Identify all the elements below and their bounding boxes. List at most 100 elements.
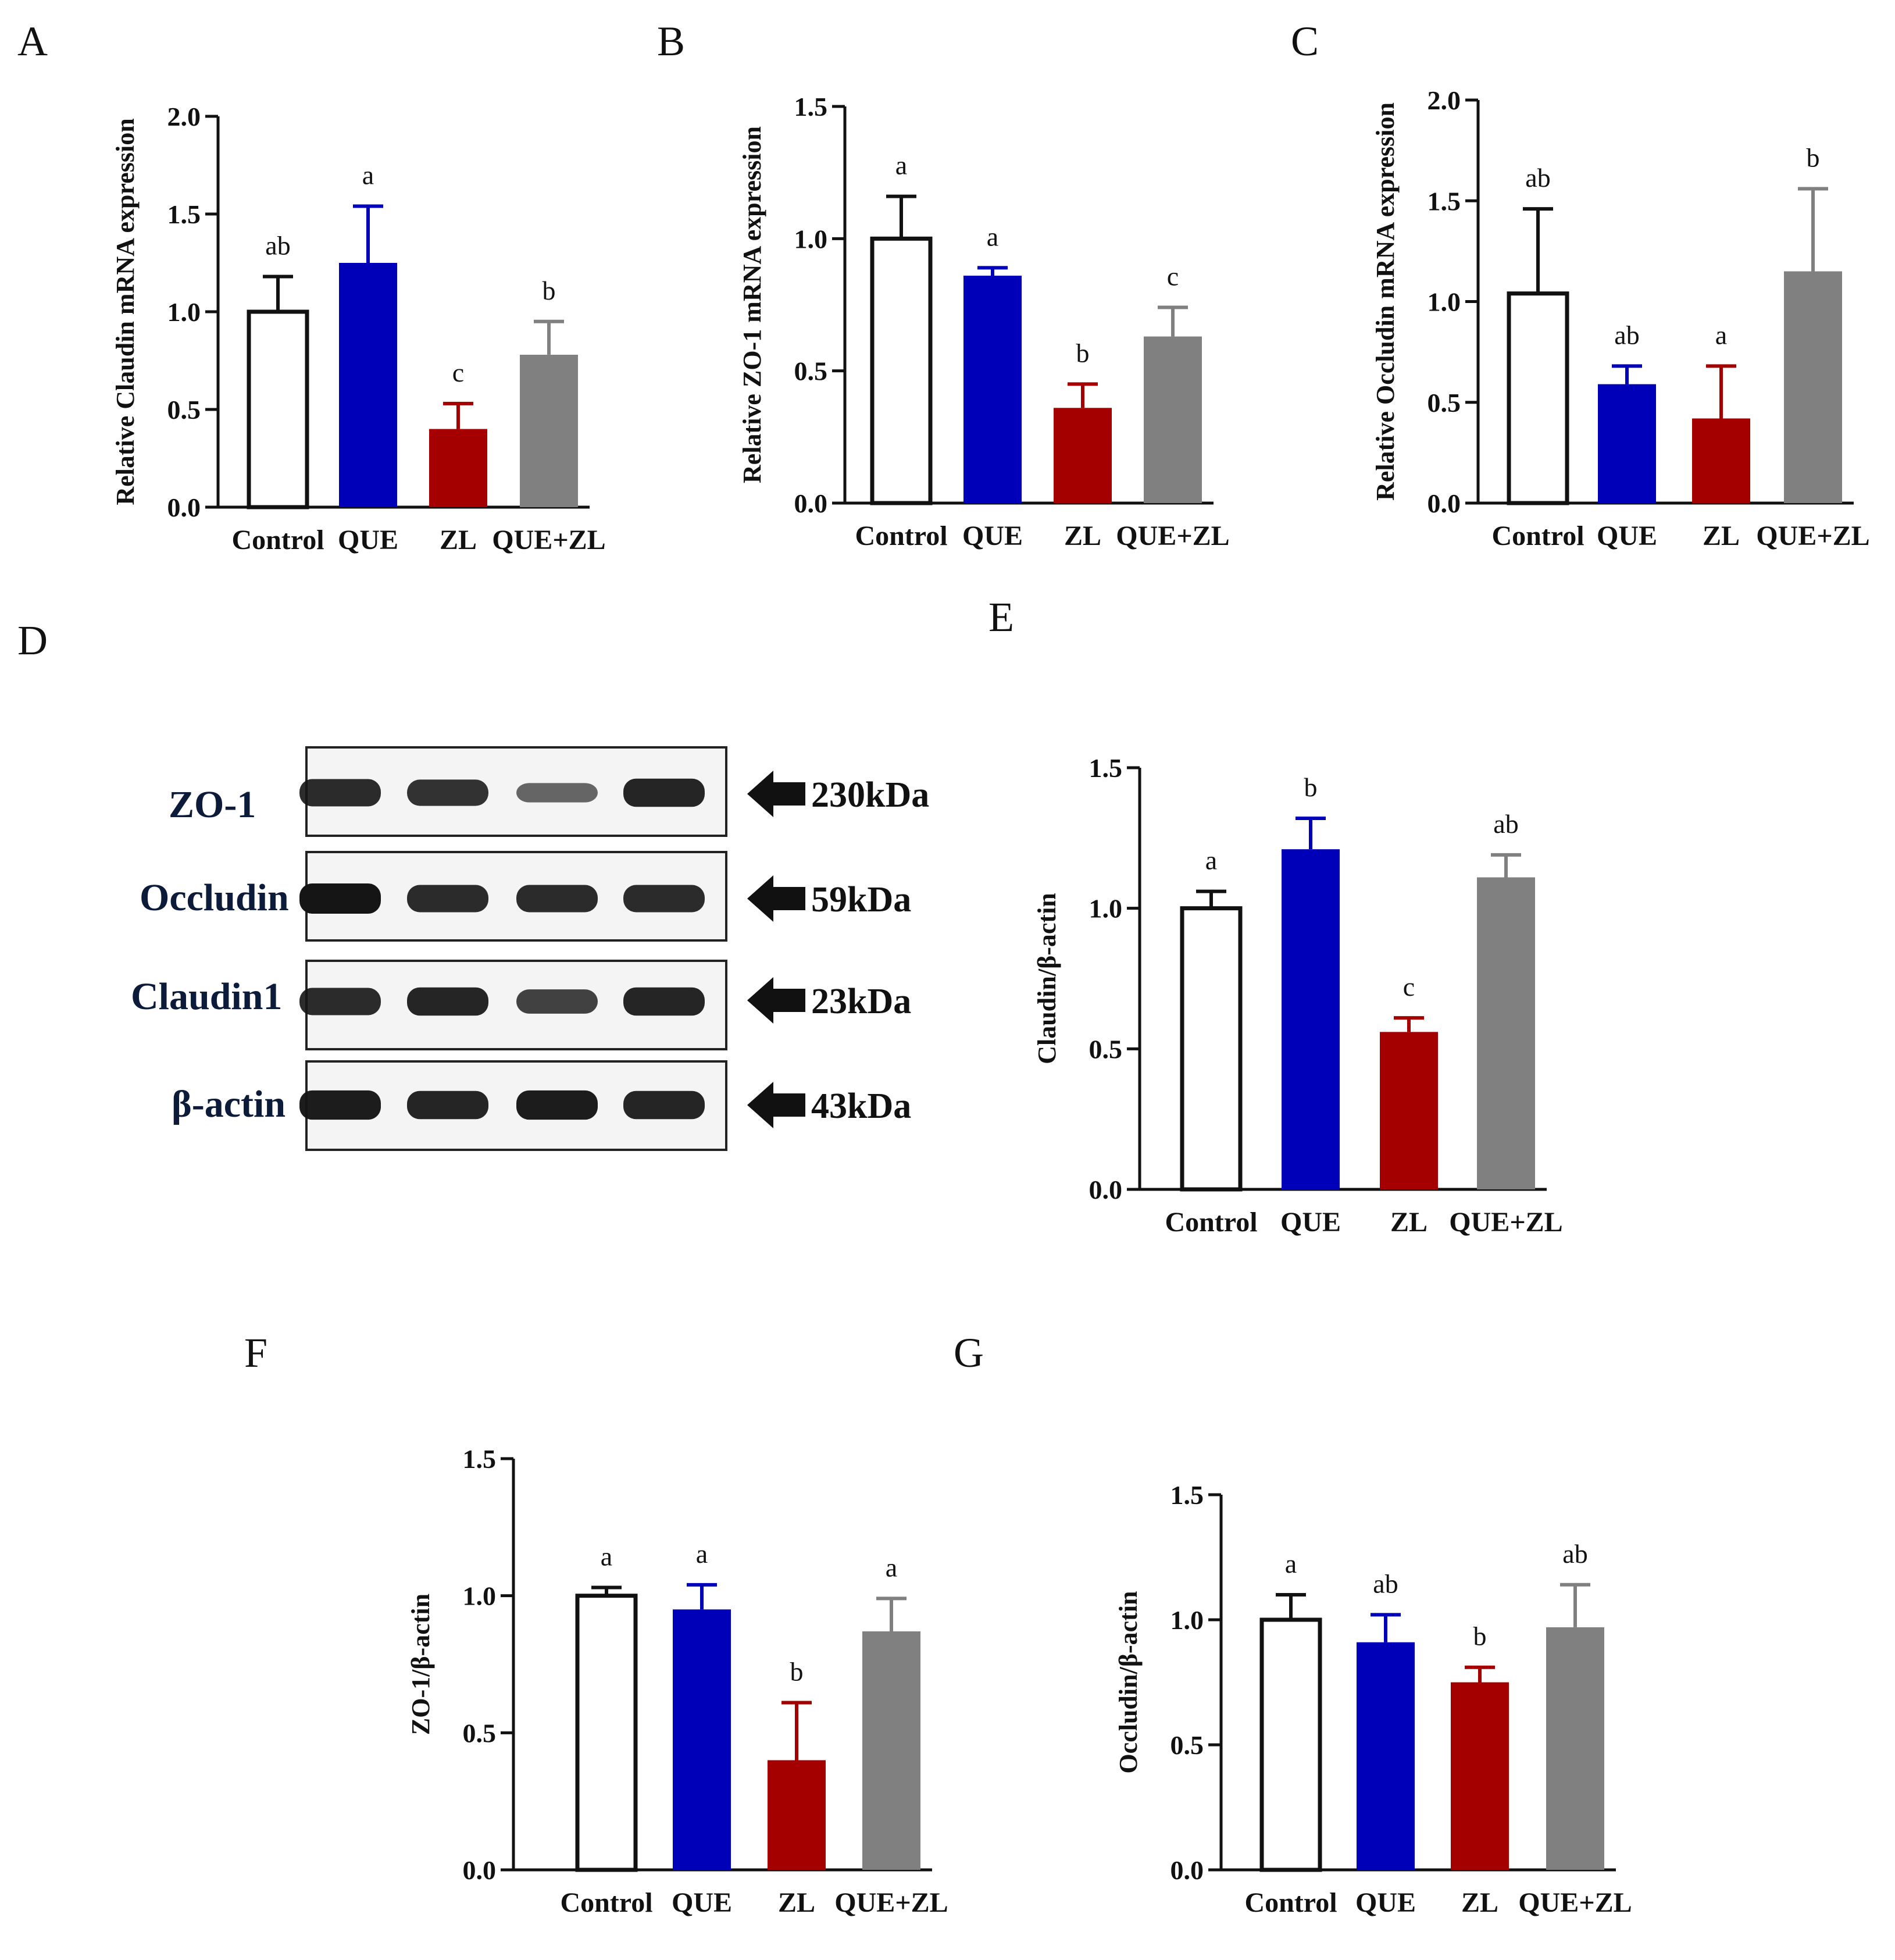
chart-g-ylabel: Occludin/β-actin [1114,1591,1143,1773]
chart-f-sig-letter: a [601,1542,612,1571]
chart-a-bar-control [247,309,309,509]
chart-f-category-label: ZL [778,1887,815,1918]
chart-b-ytick-label: 0.0 [794,489,828,518]
chart-g-ytick-label: 0.5 [1170,1730,1204,1760]
chart-a-category-label: Control [231,525,324,555]
blot-band [299,883,381,914]
chart-c-category-label: QUE+ZL [1756,521,1869,551]
chart-f-zo1-protein: 0.0 0.5 1.0 1.5 ZO-1/β-actin a Control a QUE b ZL a… [406,1444,948,1918]
chart-g-ytick-label: 1.0 [1170,1605,1204,1635]
blot-kda-label: 59kDa [811,880,911,920]
chart-e-sig-letter: c [1403,972,1415,1002]
chart-g-sig-letter: ab [1562,1539,1587,1569]
chart-g-category-label: QUE [1355,1887,1416,1918]
chart-g-category-label: Control [1244,1887,1337,1918]
panel-letter-g: G [954,1330,984,1376]
chart-e-bar-que-zl [1477,877,1535,1189]
blot-protein-label: Claudin1 [131,975,282,1018]
chart-e-sig-letter: b [1304,772,1318,802]
chart-g-occludin-protein: 0.0 0.5 1.0 1.5 Occludin/β-actin a Control ab QU… [1114,1480,1632,1918]
chart-b-ytick-label: 1.0 [794,224,828,254]
chart-g-ytick-label: 1.5 [1170,1480,1204,1510]
chart-a-ytick-label: 0.0 [167,493,201,522]
chart-e-ytick-label: 1.5 [1089,753,1123,783]
chart-f-bar-que-zl [862,1631,920,1870]
chart-a-ylabel: Relative Claudin mRNA expression [111,118,140,505]
blot-kda-label: 23kDa [811,982,911,1021]
chart-f-bar-que [673,1609,731,1870]
blot-band [407,885,488,913]
chart-c-ytick-label: 2.0 [1428,85,1461,115]
chart-f-bar-zl [768,1760,826,1870]
chart-a-ytick-label: 0.5 [167,395,201,425]
chart-c-sig-letter: ab [1525,163,1550,193]
chart-a-sig-letter: b [543,276,556,305]
panel-letter-c: C [1291,18,1319,65]
chart-g-sig-letter: b [1473,1622,1487,1651]
chart-c-ytick-label: 0.5 [1428,388,1461,418]
chart-e-bar-zl [1380,1032,1438,1189]
chart-b-sig-letter: a [987,222,998,251]
chart-b-sig-letter: b [1076,338,1090,368]
chart-c-bar-zl [1692,418,1750,503]
chart-c-ylabel: Relative Occludin mRNA expression [1371,102,1400,501]
chart-f-ylabel: ZO-1/β-actin [406,1594,435,1735]
chart-c-ytick-label: 1.5 [1428,186,1461,216]
chart-g-sig-letter: a [1285,1549,1297,1578]
chart-a-bar-zl [429,429,487,507]
chart-b-zo1-mrna: 0.0 0.5 1.0 1.5 Relative ZO-1 mRNA expressio… [738,92,1230,551]
blot-protein-label: ZO-1 [169,783,256,826]
chart-e-ylabel: Claudin/β-actin [1033,893,1061,1064]
blot-band [623,987,705,1016]
chart-g-bar-que-zl [1546,1627,1604,1870]
chart-f-ytick-label: 0.5 [463,1718,497,1748]
chart-f-ytick-label: 0.0 [463,1855,497,1885]
chart-e-category-label: ZL [1390,1207,1428,1238]
blot-band [516,1090,598,1120]
chart-e-sig-letter: a [1205,846,1217,875]
blot-band [516,783,598,803]
chart-c-category-label: Control [1491,521,1584,551]
arrow-left-icon [747,1082,805,1128]
chart-b-ylabel: Relative ZO-1 mRNA expression [738,126,766,483]
chart-f-sig-letter: a [696,1539,708,1569]
chart-f-category-label: Control [560,1887,652,1918]
chart-e-bar-que [1282,849,1340,1189]
chart-b-bar-que-zl [1144,336,1202,503]
blot-protein-label: β-actin [172,1083,286,1125]
chart-c-bar-que [1598,384,1656,503]
chart-e-category-label: Control [1165,1207,1257,1238]
chart-f-ytick-label: 1.5 [463,1444,497,1474]
chart-c-sig-letter: ab [1614,320,1639,350]
panel-letter-a: A [17,18,48,65]
chart-e-ytick-label: 0.0 [1089,1175,1123,1204]
blot-band [623,885,705,913]
chart-g-category-label: QUE+ZL [1518,1887,1632,1918]
chart-e-ytick-label: 1.0 [1089,894,1123,924]
arrow-left-icon [747,875,805,922]
chart-e-category-label: QUE [1280,1207,1341,1238]
chart-a-ytick-label: 1.5 [167,199,201,229]
chart-b-sig-letter: a [895,151,907,180]
chart-f-category-label: QUE [672,1887,732,1918]
chart-b-ytick-label: 0.5 [794,357,828,386]
blot-band [516,885,598,913]
chart-g-bar-zl [1451,1682,1509,1870]
chart-a-category-label: QUE [338,525,398,555]
chart-a-claudin-mrna: 0.0 0.5 1.0 1.5 2.0 Relative Claudin mRNA exp… [111,102,606,555]
arrow-left-icon [747,977,805,1024]
blot-band [623,1091,705,1120]
blot-band [407,987,488,1016]
panel-letter-b: B [657,18,685,65]
chart-f-sig-letter: b [790,1656,804,1686]
chart-g-bar-que [1357,1642,1415,1870]
chart-a-category-label: QUE+ZL [492,525,605,555]
chart-c-ytick-label: 0.0 [1428,489,1461,518]
chart-b-ytick-label: 1.5 [794,92,828,122]
chart-b-bar-control [870,236,933,505]
chart-e-bar-control [1180,906,1243,1192]
chart-f-bar-control [575,1594,638,1872]
chart-a-bar-que [339,263,397,507]
chart-c-bar-control [1507,291,1569,505]
